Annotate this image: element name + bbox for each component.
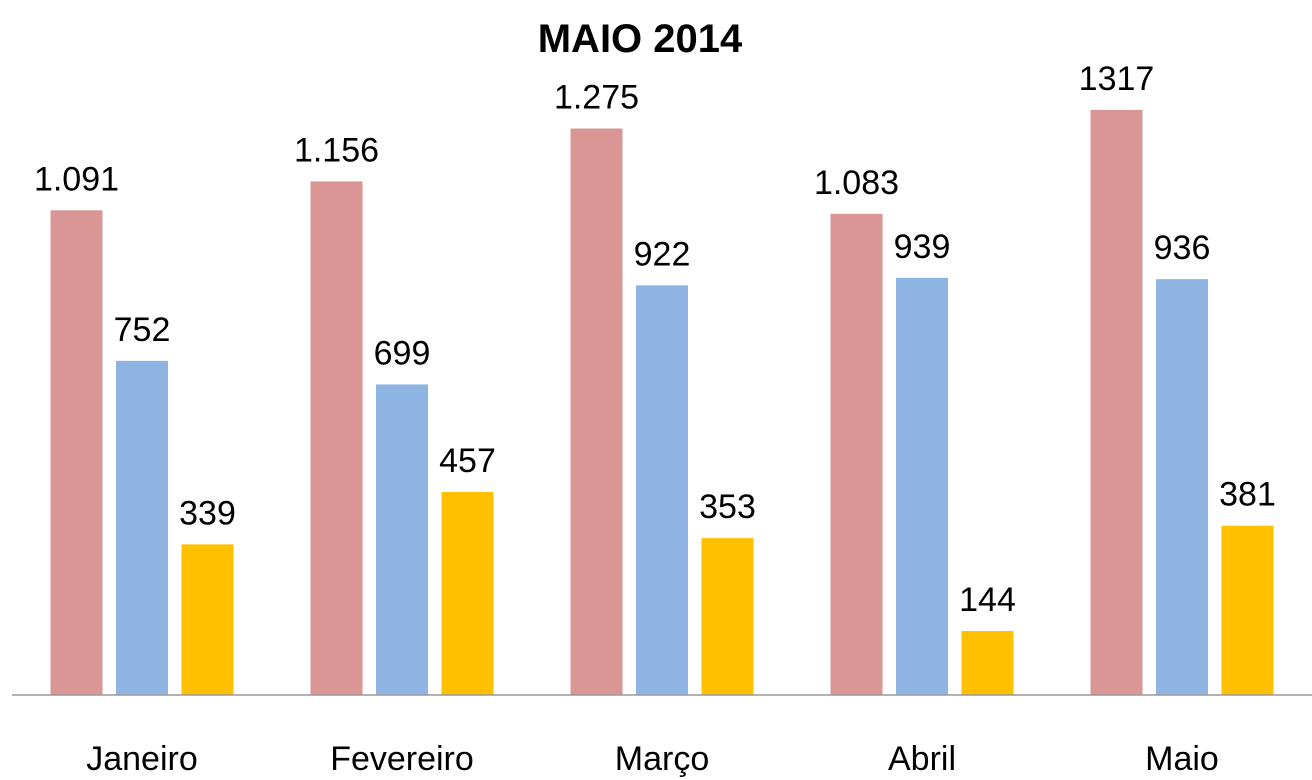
bar	[961, 631, 1014, 695]
data-label: 936	[1154, 229, 1211, 267]
data-label: 1.091	[34, 160, 119, 198]
x-tick-label: Março	[615, 740, 709, 778]
data-label: 381	[1219, 476, 1276, 514]
chart-title: MAIO 2014	[538, 17, 743, 61]
bar	[1221, 525, 1274, 695]
data-label: 144	[959, 581, 1016, 619]
data-label: 939	[894, 228, 951, 266]
bar	[636, 285, 688, 695]
bar	[310, 181, 363, 696]
x-tick-label: Abril	[888, 740, 956, 778]
data-label: 353	[699, 488, 756, 526]
data-label: 1317	[1079, 60, 1155, 98]
bar	[50, 210, 103, 695]
bar	[181, 544, 234, 695]
bar	[376, 384, 428, 695]
data-label: 922	[634, 235, 691, 273]
bar	[1156, 279, 1208, 695]
bar	[1090, 109, 1143, 695]
bar	[896, 277, 948, 695]
bar	[441, 491, 494, 695]
data-label: 1.275	[554, 79, 639, 117]
x-tick-label: Janeiro	[86, 740, 198, 778]
bar	[830, 213, 883, 696]
bar	[570, 128, 623, 696]
bar	[701, 538, 754, 695]
x-tick-label: Maio	[1145, 740, 1219, 778]
data-label: 339	[179, 494, 236, 532]
data-label: 752	[114, 311, 171, 349]
data-label: 1.156	[294, 131, 379, 169]
data-label: 699	[374, 334, 431, 372]
x-tick-label: Fevereiro	[330, 740, 474, 778]
bar	[116, 360, 168, 695]
data-label: 1.083	[814, 164, 899, 202]
data-label: 457	[439, 442, 496, 480]
